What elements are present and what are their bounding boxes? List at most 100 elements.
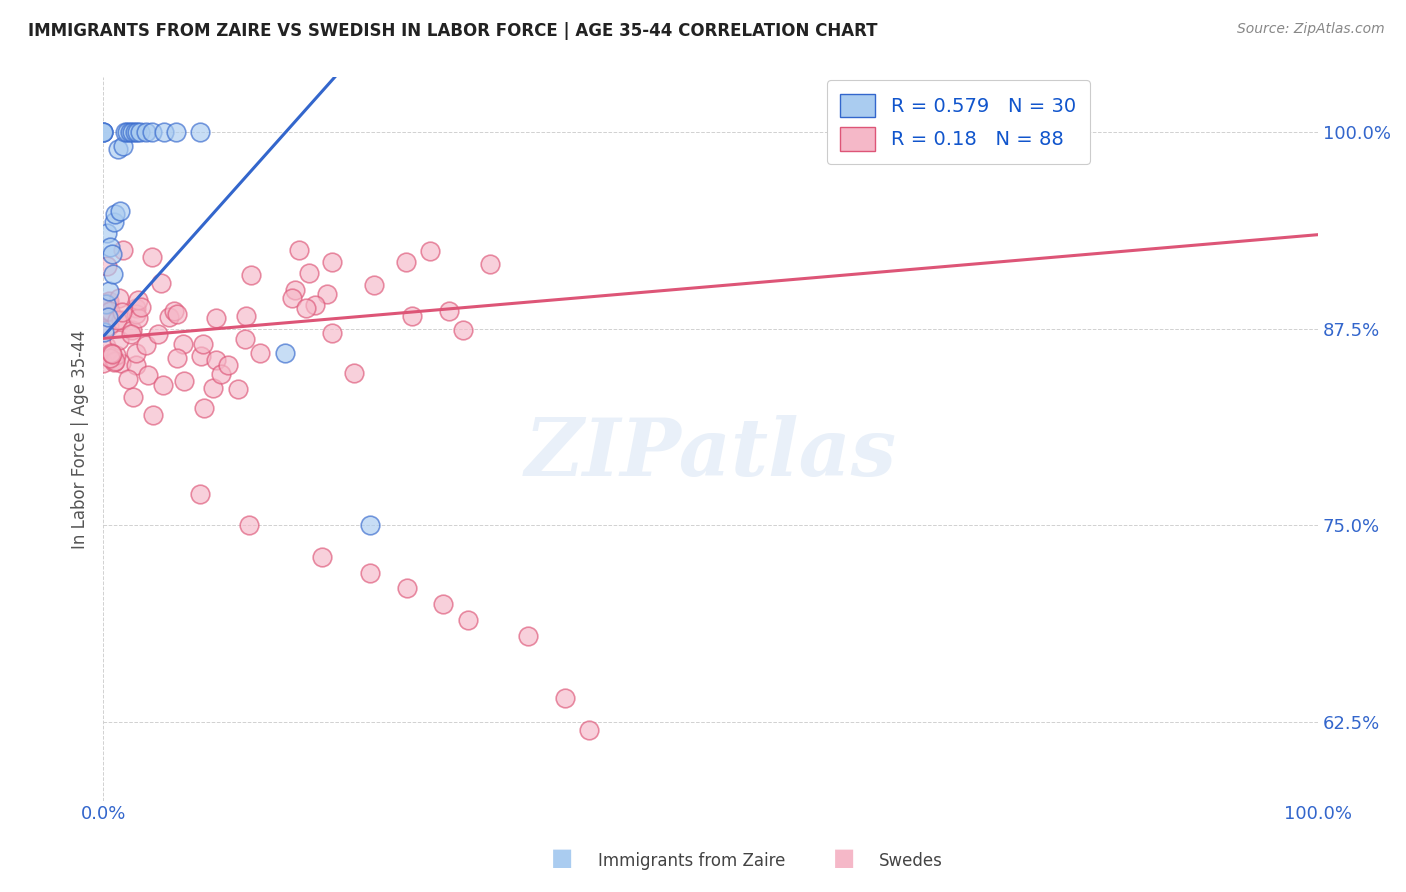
Point — [249, 346, 271, 360]
Point — [578, 723, 600, 737]
Point — [117, 126, 139, 140]
Point — [93, 305, 115, 319]
Point — [359, 566, 381, 580]
Text: ZIPatlas: ZIPatlas — [524, 415, 897, 492]
Point — [97, 295, 120, 310]
Point — [432, 597, 454, 611]
Point — [91, 126, 114, 140]
Point — [121, 126, 143, 140]
Point — [395, 582, 418, 596]
Point — [141, 250, 163, 264]
Point — [288, 244, 311, 258]
Point — [554, 691, 576, 706]
Point — [274, 345, 297, 359]
Point — [110, 313, 132, 327]
Legend: R = 0.579   N = 30, R = 0.18   N = 88: R = 0.579 N = 30, R = 0.18 N = 88 — [827, 80, 1090, 164]
Point — [108, 291, 131, 305]
Point — [91, 356, 114, 370]
Point — [97, 310, 120, 324]
Point — [202, 381, 225, 395]
Point — [152, 377, 174, 392]
Point — [94, 297, 117, 311]
Point — [401, 309, 423, 323]
Point — [190, 349, 212, 363]
Point — [111, 139, 134, 153]
Point — [125, 345, 148, 359]
Point — [97, 294, 120, 309]
Point — [131, 300, 153, 314]
Point — [157, 310, 180, 324]
Point — [125, 301, 148, 316]
Point — [111, 304, 134, 318]
Point — [91, 126, 114, 140]
Point — [94, 338, 117, 352]
Point — [295, 301, 318, 315]
Point — [457, 613, 479, 627]
Point — [125, 307, 148, 321]
Point — [125, 358, 148, 372]
Point — [173, 374, 195, 388]
Point — [235, 309, 257, 323]
Point — [239, 268, 262, 283]
Point — [110, 356, 132, 370]
Point — [517, 628, 540, 642]
Point — [298, 266, 321, 280]
Point — [91, 126, 114, 140]
Point — [96, 259, 118, 273]
Point — [153, 126, 176, 140]
Point — [281, 291, 304, 305]
Text: Swedes: Swedes — [879, 852, 942, 870]
Point — [311, 549, 333, 564]
Point — [107, 333, 129, 347]
Point — [188, 487, 211, 501]
Point — [105, 313, 128, 327]
Point — [97, 304, 120, 318]
Point — [93, 325, 115, 339]
Point — [103, 355, 125, 369]
Point — [128, 126, 150, 140]
Text: IMMIGRANTS FROM ZAIRE VS SWEDISH IN LABOR FORCE | AGE 35-44 CORRELATION CHART: IMMIGRANTS FROM ZAIRE VS SWEDISH IN LABO… — [28, 22, 877, 40]
Point — [121, 323, 143, 337]
Point — [363, 278, 385, 293]
Point — [135, 337, 157, 351]
Point — [100, 346, 122, 360]
Point — [343, 366, 366, 380]
Point — [172, 337, 194, 351]
Point — [188, 126, 211, 140]
Point — [419, 244, 441, 258]
Point — [100, 246, 122, 260]
Point — [321, 255, 343, 269]
Point — [101, 267, 124, 281]
Point — [478, 257, 501, 271]
Point — [107, 142, 129, 156]
Point — [103, 214, 125, 228]
Point — [118, 126, 141, 140]
Point — [96, 226, 118, 240]
Point — [114, 126, 136, 140]
Point — [104, 354, 127, 368]
Point — [146, 327, 169, 342]
Point — [98, 284, 121, 298]
Point — [451, 323, 474, 337]
Point — [315, 286, 337, 301]
Point — [359, 518, 381, 533]
Point — [135, 126, 157, 140]
Text: Source: ZipAtlas.com: Source: ZipAtlas.com — [1237, 22, 1385, 37]
Point — [104, 207, 127, 221]
Point — [104, 348, 127, 362]
Point — [226, 382, 249, 396]
Point — [163, 304, 186, 318]
Point — [112, 243, 135, 257]
Point — [149, 277, 172, 291]
Point — [108, 204, 131, 219]
Point — [166, 351, 188, 366]
Point — [217, 358, 239, 372]
Point — [120, 327, 142, 342]
Point — [284, 283, 307, 297]
Point — [209, 367, 232, 381]
Point — [127, 126, 149, 140]
Point — [98, 303, 121, 318]
Point — [124, 126, 146, 140]
Point — [191, 337, 214, 351]
Point — [100, 240, 122, 254]
